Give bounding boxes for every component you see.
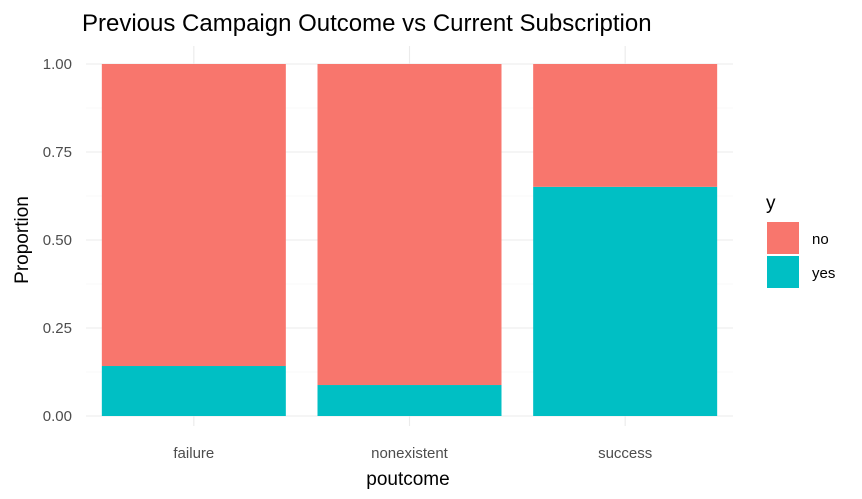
x-tick-label: failure xyxy=(173,445,214,462)
legend-title: y xyxy=(766,193,776,214)
y-tick-label: 1.00 xyxy=(43,56,72,73)
bar-success-yes xyxy=(533,186,718,416)
bar-nonexistent-yes xyxy=(317,385,502,416)
y-axis-title: Proportion xyxy=(12,196,33,284)
x-axis-title: poutcome xyxy=(366,469,449,490)
y-axis-ticks: 0.00 0.25 0.50 0.75 1.00 xyxy=(43,56,72,425)
y-tick-label: 0.50 xyxy=(43,232,72,249)
bar-success-no xyxy=(533,64,718,187)
legend-key-no xyxy=(767,222,799,254)
x-tick-label: nonexistent xyxy=(371,445,449,462)
x-tick-label: success xyxy=(598,445,652,462)
bar-nonexistent-no xyxy=(317,64,502,386)
y-tick-label: 0.00 xyxy=(43,408,72,425)
bar-failure-yes xyxy=(101,366,286,416)
bar-failure-no xyxy=(101,64,286,367)
chart-title: Previous Campaign Outcome vs Current Sub… xyxy=(82,10,652,37)
legend: y no yes xyxy=(766,193,835,288)
legend-label-yes: yes xyxy=(812,265,835,282)
y-tick-label: 0.25 xyxy=(43,320,72,337)
legend-key-yes xyxy=(767,256,799,288)
y-tick-label: 0.75 xyxy=(43,144,72,161)
bars xyxy=(101,64,718,416)
legend-label-no: no xyxy=(812,231,829,248)
x-axis-ticks: failure nonexistent success xyxy=(173,445,652,462)
